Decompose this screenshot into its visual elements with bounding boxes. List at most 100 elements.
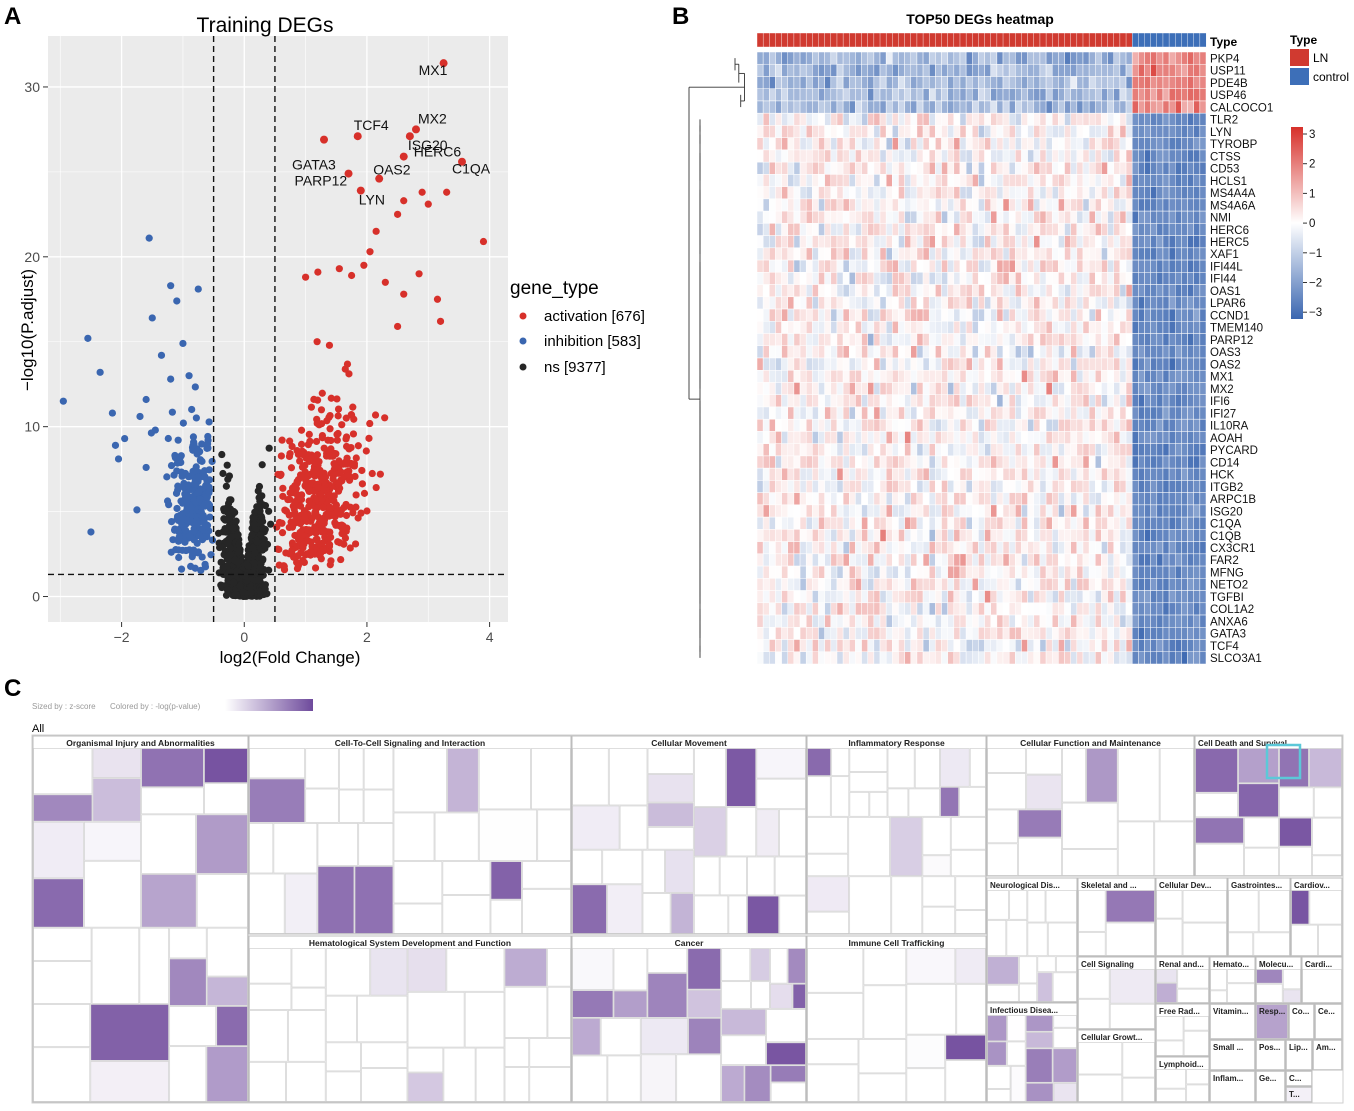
heatmap-cell — [1174, 406, 1182, 420]
heatmap-cell — [842, 492, 850, 506]
heatmap-cell — [1150, 149, 1158, 163]
heatmap-cell — [812, 345, 819, 359]
heatmap-cell — [941, 198, 948, 212]
heatmap-cell — [1125, 137, 1133, 151]
volcano-point-ns — [267, 520, 275, 528]
heatmap-cell — [953, 198, 961, 212]
heatmap-cell — [941, 467, 948, 481]
heatmap-cell — [756, 235, 764, 249]
heatmap-cell — [1058, 345, 1065, 359]
heatmap-cell — [855, 235, 862, 249]
heatmap-cell — [1181, 296, 1188, 310]
heatmap-cell — [916, 210, 924, 224]
heatmap-cell — [824, 198, 832, 212]
heatmap-cell — [756, 272, 764, 285]
heatmap-cell — [812, 467, 819, 481]
volcano-point-activation — [275, 545, 283, 554]
heatmap-cell — [892, 578, 899, 591]
heatmap-cell — [953, 333, 961, 347]
heatmap-cell — [824, 51, 832, 65]
heatmap-cell — [1015, 88, 1022, 102]
heatmap-cell — [1181, 247, 1188, 261]
annotation-cell — [1045, 32, 1053, 48]
heatmap-cell — [787, 198, 795, 212]
heatmap-cell — [1051, 369, 1059, 383]
heatmap-cell — [947, 308, 955, 322]
heatmap-cell — [1076, 504, 1084, 518]
heatmap-cell — [928, 406, 936, 420]
heatmap-cell — [1008, 51, 1016, 65]
heatmap-cell — [1131, 272, 1139, 285]
heatmap-cell — [1101, 174, 1108, 187]
heatmap-cell — [1027, 137, 1035, 151]
heatmap-cell — [1064, 63, 1071, 77]
heatmap-cell — [1162, 553, 1170, 567]
heatmap-cell — [1095, 235, 1102, 249]
heatmap-cell — [799, 565, 807, 579]
heatmap-cell — [916, 369, 924, 383]
heatmap-cell — [941, 51, 948, 65]
heatmap-cell — [1125, 553, 1133, 567]
heatmap-cell — [1002, 541, 1010, 555]
volcano-point-activation — [286, 437, 294, 445]
heatmap-cell — [805, 51, 813, 65]
heatmap-cell — [1138, 578, 1145, 591]
heatmap-cell — [1021, 235, 1028, 249]
volcano-point-activation — [348, 271, 356, 280]
heatmap-cell — [892, 333, 899, 347]
heatmap-cell — [935, 137, 942, 151]
heatmap-cell — [873, 296, 881, 310]
heatmap-cell — [922, 223, 930, 236]
heatmap-cell — [849, 296, 856, 310]
volcano-point-ns — [239, 588, 247, 596]
heatmap-cell — [1051, 578, 1059, 591]
heatmap-cell — [1076, 223, 1084, 236]
heatmap-cell — [922, 431, 930, 444]
heatmap-cell — [781, 394, 789, 408]
heatmap-cell — [762, 553, 770, 567]
annotation-cell — [849, 32, 856, 48]
heatmap-cell — [996, 149, 1004, 163]
heatmap-cell — [972, 345, 979, 359]
volcano-point-ns — [259, 555, 267, 563]
heatmap-cell — [1107, 284, 1114, 298]
heatmap-cell — [836, 418, 844, 432]
heatmap-cell — [972, 578, 979, 591]
heatmap-cell — [824, 63, 832, 77]
heatmap-cell — [916, 296, 924, 310]
heatmap-cell — [769, 259, 776, 273]
heatmap-cell — [1008, 321, 1016, 334]
heatmap-cell — [787, 492, 795, 506]
heatmap-cell — [1051, 112, 1059, 126]
heatmap-cell — [787, 369, 795, 383]
heatmap-cell — [830, 186, 838, 200]
legend-entry-inhibition: inhibition [583] — [544, 333, 641, 350]
volcano-point-activation — [363, 507, 371, 515]
heatmap-cell — [910, 174, 918, 187]
heatmap-cell — [990, 418, 998, 432]
heatmap-cell — [996, 125, 1004, 138]
heatmap-cell — [855, 296, 862, 310]
heatmap-cell — [885, 247, 893, 261]
heatmap-cell — [1162, 210, 1170, 224]
heatmap-cell — [1015, 174, 1022, 187]
heatmap-cell — [928, 63, 936, 77]
heatmap-cell — [990, 321, 998, 334]
heatmap-cell — [1168, 553, 1176, 567]
heatmap-cell — [756, 406, 764, 420]
heatmap-cell — [1021, 308, 1028, 322]
heatmap-cell — [892, 137, 899, 151]
volcano-point-inhibition — [208, 457, 216, 466]
heatmap-cell — [873, 382, 881, 395]
heatmap-cell — [1021, 76, 1028, 89]
heatmap-cell — [1174, 235, 1182, 249]
heatmap-cell — [762, 137, 770, 151]
heatmap-cell — [1162, 406, 1170, 420]
heatmap-cell — [824, 223, 832, 236]
volcano-point-activation — [296, 502, 305, 510]
heatmap-cell — [799, 259, 807, 273]
heatmap-cell — [984, 431, 991, 444]
heatmap-cell — [922, 308, 930, 322]
heatmap-cell — [898, 382, 905, 395]
heatmap-cell — [873, 357, 881, 371]
